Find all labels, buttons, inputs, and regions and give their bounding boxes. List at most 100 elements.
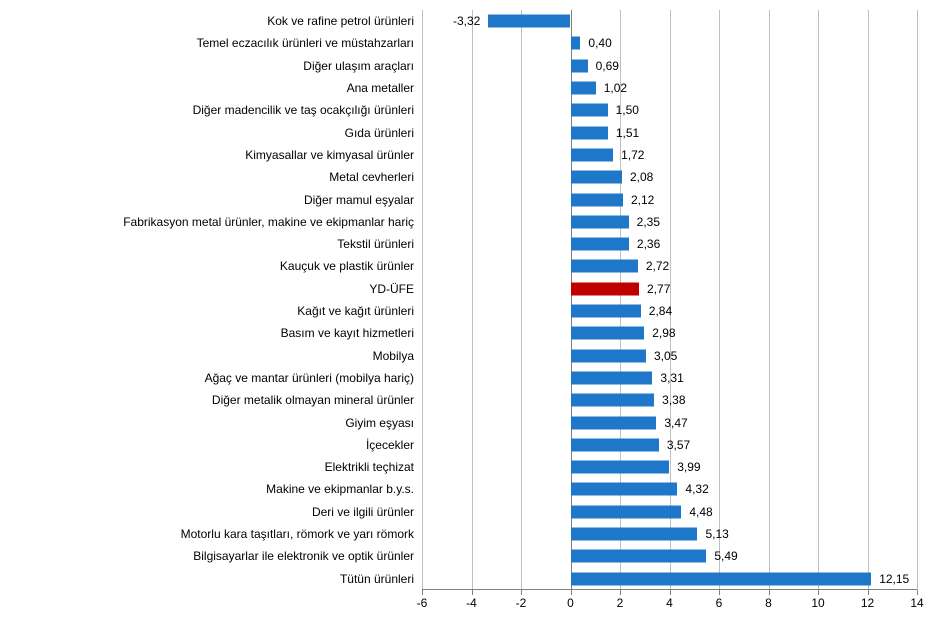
category-label: Kağıt ve kağıt ürünleri — [297, 304, 422, 318]
category-label: Deri ve ilgili ürünler — [312, 505, 422, 519]
bar — [571, 238, 629, 251]
value-label: 3,38 — [662, 393, 685, 407]
bar — [571, 371, 653, 384]
value-label: 5,13 — [705, 527, 728, 541]
bar-row: Kağıt ve kağıt ürünleri2,84 — [422, 300, 917, 322]
value-label: 2,98 — [652, 326, 675, 340]
bar-row: YD-ÜFE2,77 — [422, 278, 917, 300]
category-label: Diğer metalik olmayan mineral ürünler — [212, 393, 422, 407]
bar-row: Bilgisayarlar ile elektronik ve optik ür… — [422, 545, 917, 567]
gridline — [917, 10, 918, 590]
category-label: Makine ve ekipmanlar b.y.s. — [266, 482, 422, 496]
bar-row: Diğer ulaşım araçları0,69 — [422, 55, 917, 77]
bar — [571, 483, 678, 496]
bar-row: Tekstil ürünleri2,36 — [422, 233, 917, 255]
category-label: Elektrikli teçhizat — [325, 460, 422, 474]
bar — [571, 215, 629, 228]
category-label: Diğer ulaşım araçları — [303, 59, 422, 73]
bar — [571, 438, 659, 451]
bar-row: Diğer madencilik ve taş ocakçılığı ürünl… — [422, 99, 917, 121]
bar — [571, 126, 608, 139]
value-label: 5,49 — [714, 549, 737, 563]
category-label: Fabrikasyon metal ürünler, makine ve eki… — [123, 215, 422, 229]
bar — [571, 305, 641, 318]
value-label: 4,32 — [685, 482, 708, 496]
category-label: Metal cevherleri — [329, 170, 422, 184]
category-label: Kauçuk ve plastik ürünler — [280, 259, 422, 273]
plot-area: -6-4-202468101214Kok ve rafine petrol ür… — [422, 10, 917, 590]
category-label: Kok ve rafine petrol ürünleri — [267, 14, 422, 28]
bar — [571, 394, 655, 407]
x-tick-label: 14 — [910, 590, 923, 610]
value-label: 2,12 — [631, 193, 654, 207]
bar — [571, 416, 657, 429]
bar-row: Tütün ürünleri12,15 — [422, 568, 917, 590]
category-label: Bilgisayarlar ile elektronik ve optik ür… — [193, 549, 422, 563]
bar-row: Kauçuk ve plastik ürünler2,72 — [422, 255, 917, 277]
value-label: 2,35 — [637, 215, 660, 229]
bar-chart: -6-4-202468101214Kok ve rafine petrol ür… — [0, 0, 932, 625]
bar-row: Ağaç ve mantar ürünleri (mobilya hariç)3… — [422, 367, 917, 389]
category-label: Tütün ürünleri — [340, 572, 422, 586]
value-label: 12,15 — [879, 572, 909, 586]
value-label: 2,36 — [637, 237, 660, 251]
bar-row: Fabrikasyon metal ürünler, makine ve eki… — [422, 211, 917, 233]
value-label: 3,31 — [660, 371, 683, 385]
x-tick-label: -4 — [466, 590, 477, 610]
category-label: Diğer mamul eşyalar — [304, 193, 422, 207]
value-label: 2,77 — [647, 282, 670, 296]
bar-row: Diğer metalik olmayan mineral ürünler3,3… — [422, 389, 917, 411]
bar — [571, 148, 614, 161]
bar — [571, 461, 670, 474]
x-tick-label: 2 — [617, 590, 624, 610]
bar — [571, 171, 622, 184]
category-label: İçecekler — [366, 438, 422, 452]
value-label: -3,32 — [453, 14, 480, 28]
value-label: 3,57 — [667, 438, 690, 452]
bar-row: Diğer mamul eşyalar2,12 — [422, 188, 917, 210]
category-label: Ana metaller — [347, 81, 422, 95]
bar-row: Motorlu kara taşıtları, römork ve yarı r… — [422, 523, 917, 545]
category-label: Diğer madencilik ve taş ocakçılığı ürünl… — [193, 103, 422, 117]
bar-row: Ana metaller1,02 — [422, 77, 917, 99]
category-label: Mobilya — [373, 349, 422, 363]
category-label: Gıda ürünleri — [345, 126, 422, 140]
x-tick-label: 4 — [666, 590, 673, 610]
bar — [571, 550, 707, 563]
bar — [571, 327, 645, 340]
bar — [571, 37, 581, 50]
bar — [571, 59, 588, 72]
bar-row: İçecekler3,57 — [422, 434, 917, 456]
bar-row: Elektrikli teçhizat3,99 — [422, 456, 917, 478]
category-label: Basım ve kayıt hizmetleri — [281, 326, 422, 340]
bar — [571, 193, 623, 206]
category-label: Ağaç ve mantar ürünleri (mobilya hariç) — [205, 371, 422, 385]
bar-row: Kok ve rafine petrol ürünleri-3,32 — [422, 10, 917, 32]
bar — [488, 15, 570, 28]
x-tick-label: 8 — [765, 590, 772, 610]
value-label: 3,47 — [664, 416, 687, 430]
value-label: 0,40 — [588, 36, 611, 50]
bar — [571, 528, 698, 541]
value-label: 1,02 — [604, 81, 627, 95]
bar — [571, 572, 872, 585]
bar-row: Temel eczacılık ürünleri ve müstahzarlar… — [422, 32, 917, 54]
x-tick-label: -2 — [516, 590, 527, 610]
category-label: Giyim eşyası — [345, 416, 422, 430]
bar-row: Mobilya3,05 — [422, 345, 917, 367]
category-label: Motorlu kara taşıtları, römork ve yarı r… — [181, 527, 422, 541]
bar — [571, 104, 608, 117]
bar-row: Metal cevherleri2,08 — [422, 166, 917, 188]
category-label: Temel eczacılık ürünleri ve müstahzarlar… — [197, 36, 422, 50]
value-label: 2,84 — [649, 304, 672, 318]
bar — [571, 349, 646, 362]
value-label: 1,51 — [616, 126, 639, 140]
bar-row: Basım ve kayıt hizmetleri2,98 — [422, 322, 917, 344]
value-label: 1,50 — [616, 103, 639, 117]
x-tick-label: 6 — [716, 590, 723, 610]
value-label: 4,48 — [689, 505, 712, 519]
value-label: 2,08 — [630, 170, 653, 184]
x-tick-label: 10 — [811, 590, 824, 610]
x-tick-label: -6 — [417, 590, 428, 610]
category-label: Tekstil ürünleri — [337, 237, 422, 251]
